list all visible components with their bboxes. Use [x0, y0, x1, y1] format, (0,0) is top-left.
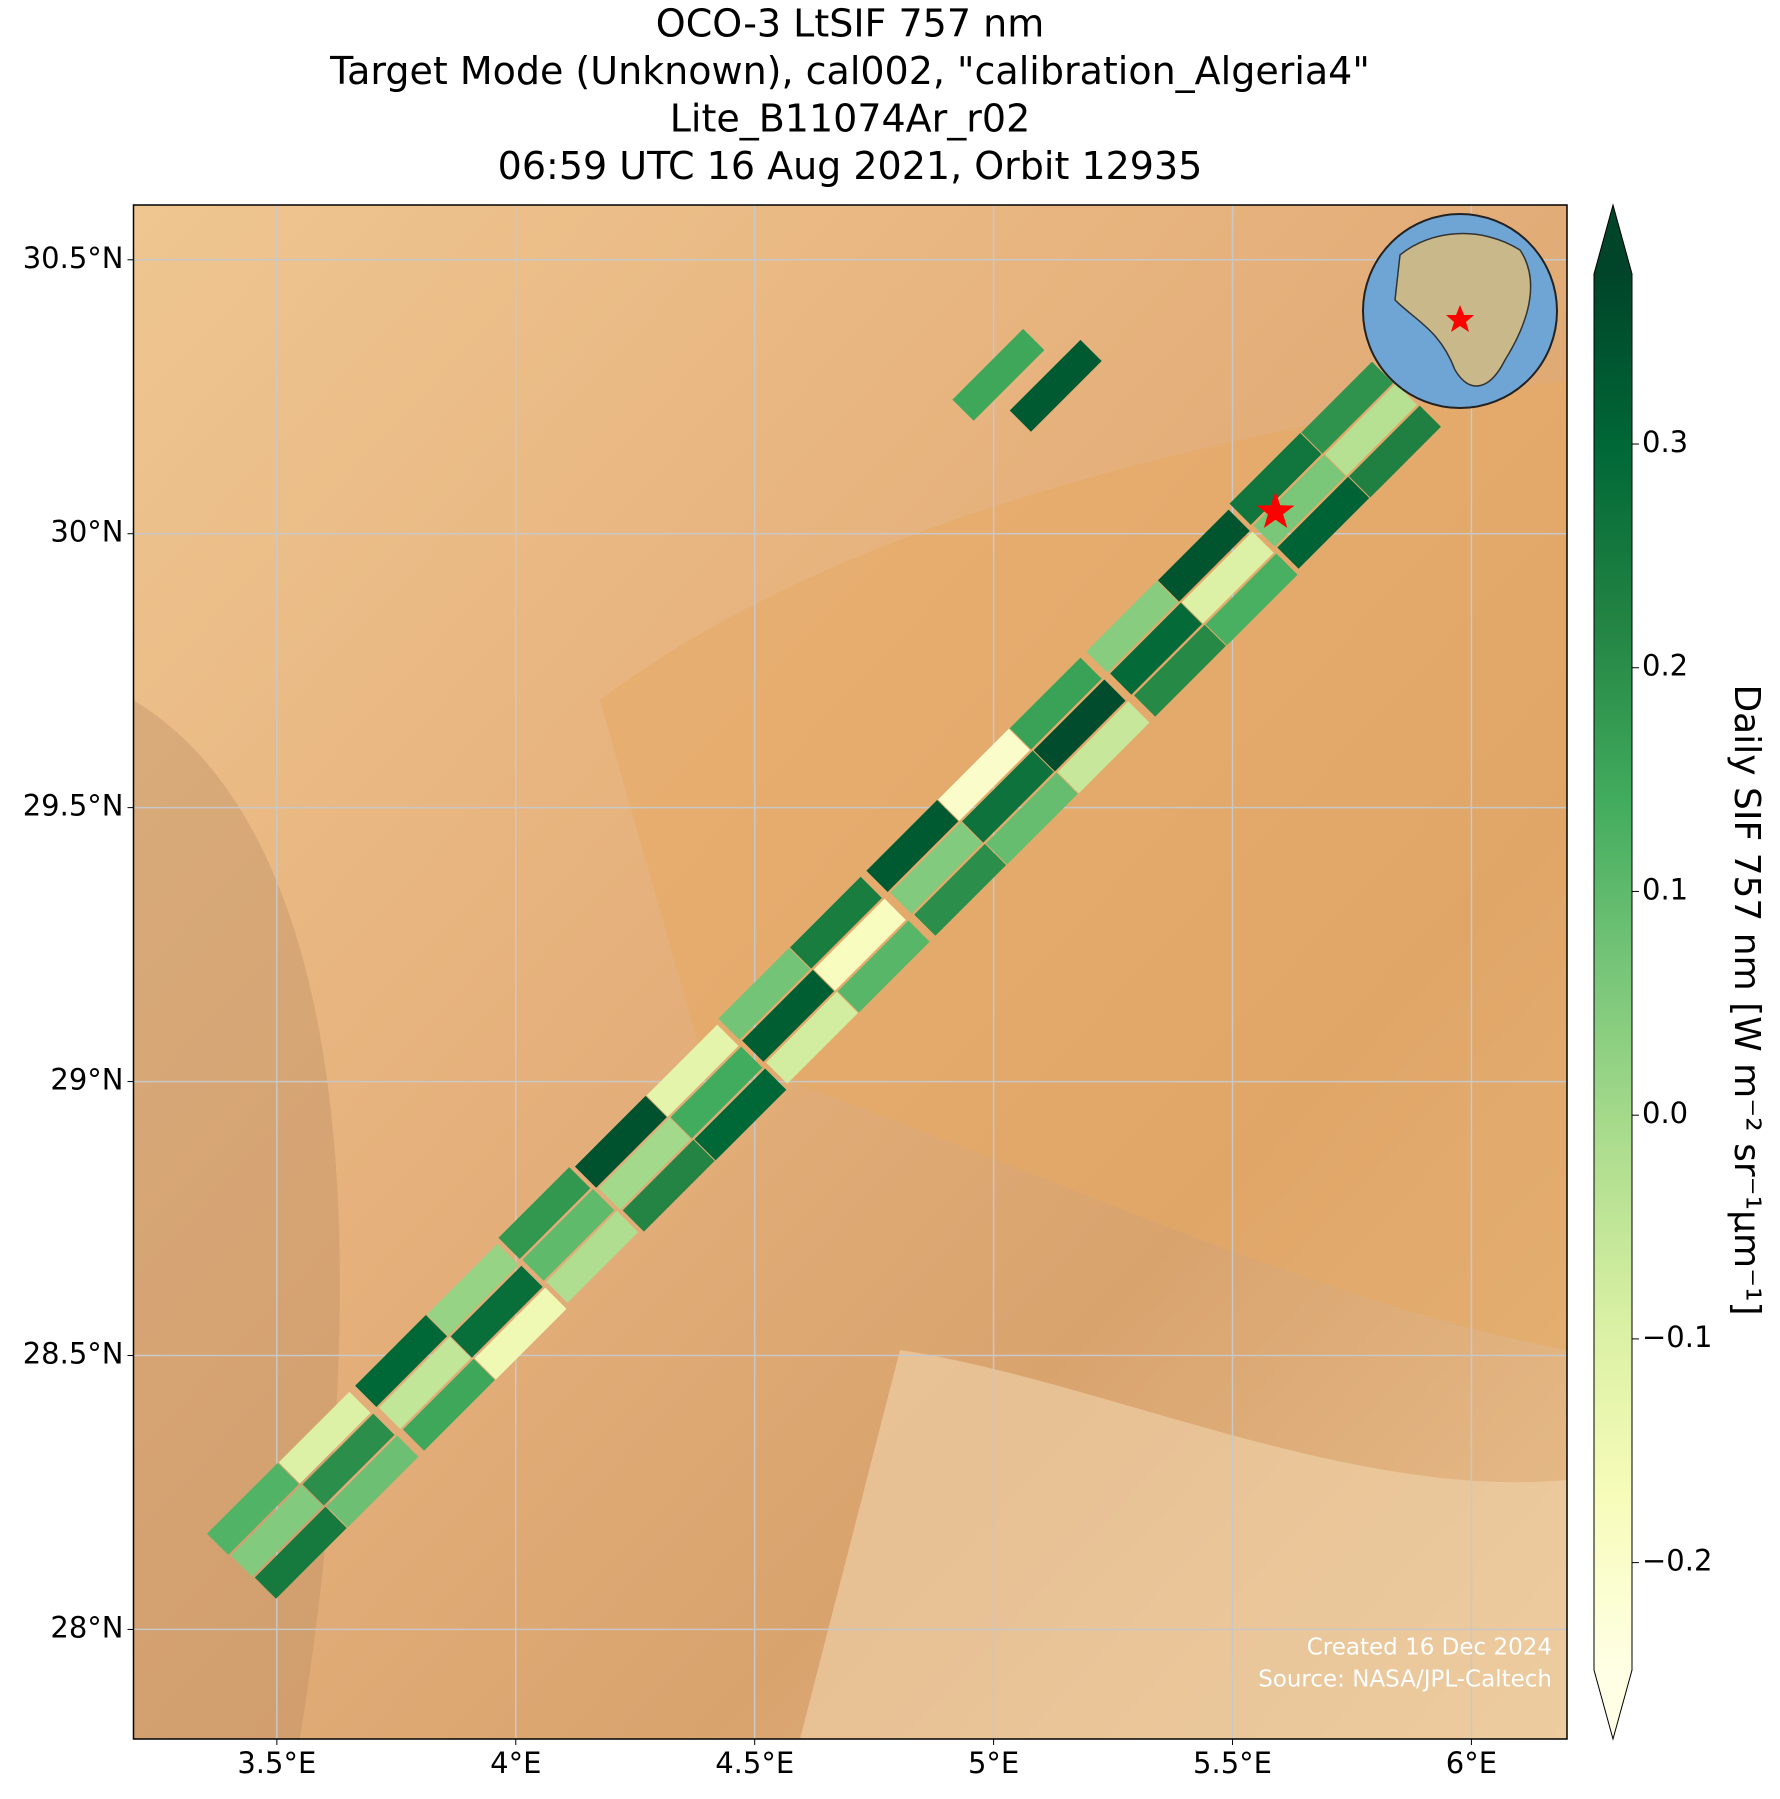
sif-pixel	[789, 876, 882, 969]
colorbar-tick-label: 0.0	[1642, 1096, 1688, 1130]
sif-pixel	[961, 750, 1054, 843]
title-line: 06:59 UTC 16 Aug 2021, Orbit 12935	[498, 144, 1203, 188]
sif-pixel	[1349, 405, 1441, 498]
globe-star	[1446, 305, 1474, 332]
sif-pixel	[1086, 580, 1179, 673]
colorbar-tick-label: −0.1	[1642, 1320, 1712, 1354]
sif-pixel	[890, 821, 983, 914]
sif-pixel	[1301, 361, 1394, 454]
sif-pixel	[326, 1435, 419, 1528]
sif-pixel	[670, 1046, 763, 1139]
sif-pixel	[866, 800, 959, 892]
x-tick-label: 5°E	[968, 1746, 1019, 1780]
y-tick-label: 30°N	[50, 515, 123, 549]
sif-pixel	[694, 1068, 787, 1161]
sif-pixel	[402, 1358, 495, 1451]
sif-pixel	[766, 991, 858, 1084]
sif-pixel	[985, 772, 1078, 865]
y-tick-label: 29°N	[50, 1063, 123, 1097]
colorbar-body	[1594, 274, 1632, 1670]
sif-pixel	[355, 1315, 448, 1407]
sif-pixel	[1277, 476, 1370, 569]
x-tick-label: 4.5°E	[715, 1746, 794, 1780]
colorbar-extend-max	[1594, 205, 1632, 274]
sif-pixel	[646, 1024, 739, 1117]
sif-pixel	[574, 1095, 667, 1188]
colorbar-tick-label: 0.2	[1642, 649, 1688, 683]
swath	[206, 328, 1441, 1599]
colorbar: −0.2 −0.1 0.0 0.1 0.2 0.3	[1593, 203, 1712, 1741]
target-marker	[1256, 491, 1295, 528]
axes-frame	[132, 204, 1568, 1740]
sif-pixel	[914, 843, 1007, 936]
sif-pixel	[522, 1189, 615, 1281]
colorbar-tick-label: 0.3	[1642, 425, 1688, 459]
x-tick-label: 3.5°E	[237, 1746, 316, 1780]
sif-pixel	[1205, 553, 1298, 646]
y-tick-label: 28.5°N	[23, 1337, 124, 1371]
sif-pixel	[206, 1462, 299, 1555]
colorbar-tick-label: −0.2	[1642, 1544, 1712, 1578]
pale-plain	[800, 1350, 1567, 1739]
sif-pixel	[718, 947, 811, 1040]
sif-pixel	[379, 1336, 471, 1429]
sif-pixel	[450, 1265, 543, 1358]
sif-pixel	[813, 898, 906, 991]
sif-pixel	[1181, 531, 1274, 624]
sif-pixel	[622, 1139, 715, 1232]
sif-pixel	[938, 728, 1031, 821]
x-tick-label: 6°E	[1446, 1746, 1497, 1780]
sif-pixel	[230, 1484, 323, 1577]
sif-pixel	[278, 1391, 371, 1484]
footer-source: Source: NASA/JPL-Caltech	[1258, 1667, 1552, 1693]
sif-pixel	[498, 1167, 591, 1260]
colorbar-outline	[1593, 203, 1633, 1741]
title-line: Target Mode (Unknown), cal002, "calibrat…	[329, 49, 1370, 93]
dune-field	[600, 380, 1567, 1350]
x-tick-label: 4°E	[490, 1746, 541, 1780]
sif-pixel	[1253, 454, 1346, 547]
sif-pixel	[426, 1243, 519, 1336]
sif-pixel	[742, 969, 835, 1062]
sif-pixel	[837, 920, 930, 1013]
footer-created: Created 16 Dec 2024	[1307, 1635, 1552, 1661]
sif-pixel	[1110, 602, 1203, 695]
sif-pixel	[1229, 432, 1322, 525]
x-tick-label: 5.5°E	[1193, 1746, 1272, 1780]
y-tick-label: 29.5°N	[23, 789, 124, 823]
sif-pixel	[1133, 624, 1226, 717]
terrain	[133, 380, 1567, 1739]
sif-pixel	[1009, 339, 1102, 432]
globe-inset	[1362, 213, 1558, 409]
y-tick-label: 30.5°N	[23, 241, 124, 275]
sif-pixel	[1325, 383, 1418, 476]
sif-pixel	[254, 1506, 347, 1599]
sif-pixel	[302, 1413, 395, 1506]
sif-pixel	[1033, 679, 1126, 772]
globe-land	[1394, 232, 1532, 387]
sif-pixel	[952, 328, 1045, 421]
colorbar-label: Daily SIF 757 nm [W m⁻² sr⁻¹μm⁻¹]	[1726, 684, 1767, 1315]
y-tick-label: 28°N	[50, 1610, 123, 1644]
title-line: Lite_B11074Ar_r02	[670, 97, 1031, 141]
colorbar-extend-min	[1594, 1670, 1632, 1739]
colorbar-tick-label: 0.1	[1642, 872, 1688, 906]
sif-pixel	[598, 1117, 691, 1210]
sif-pixel	[1157, 509, 1250, 602]
sif-pixel	[474, 1287, 567, 1380]
sif-pixel	[1009, 657, 1102, 750]
sif-pixel	[546, 1210, 639, 1303]
title-line: OCO-3 LtSIF 757 nm	[656, 2, 1044, 46]
sif-pixel	[1057, 701, 1150, 794]
